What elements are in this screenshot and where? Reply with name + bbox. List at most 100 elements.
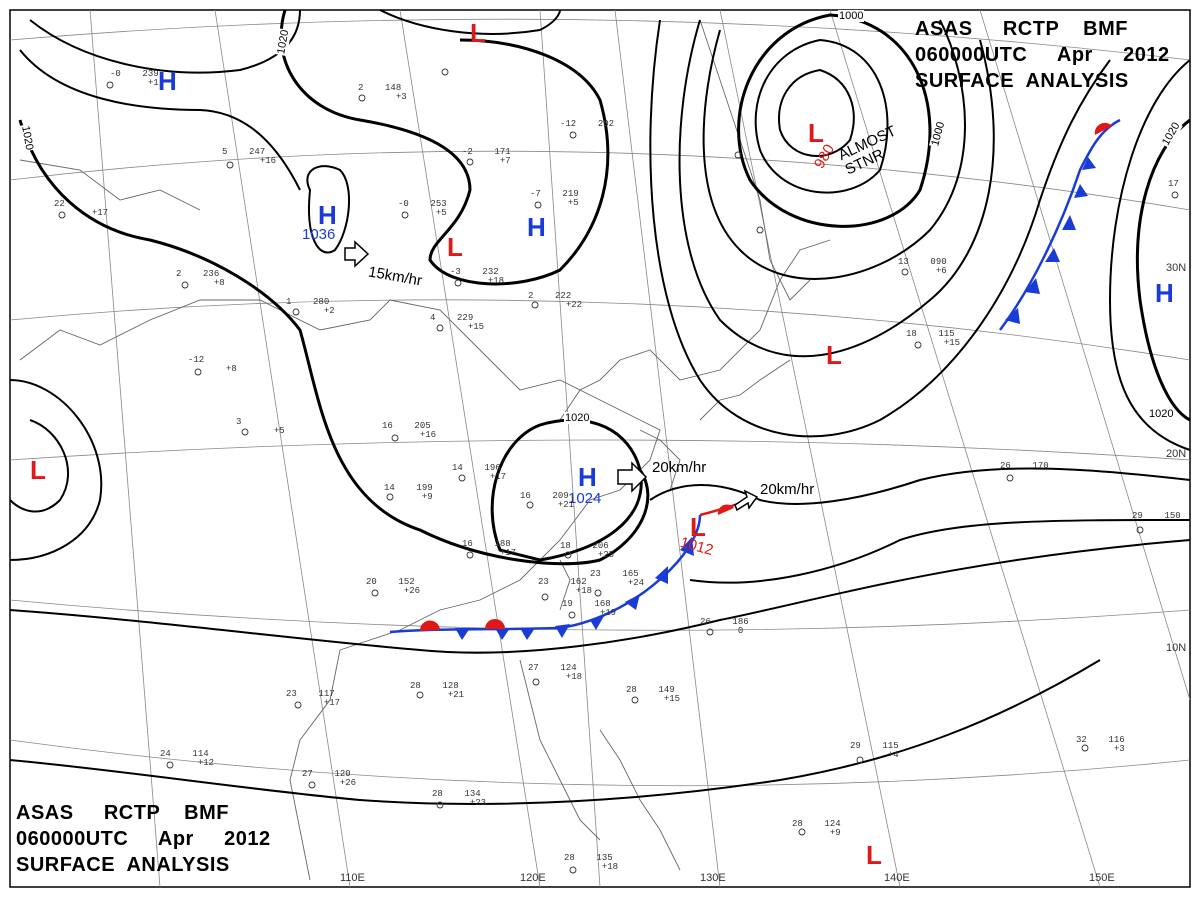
station-plot: -2 171 +7 bbox=[462, 148, 511, 166]
cold-front-triangles-ne bbox=[1005, 157, 1096, 324]
station-plot: 19 168 +19 bbox=[562, 600, 616, 618]
station-temperature: 28 bbox=[626, 685, 637, 695]
station-tendency: +4 bbox=[887, 750, 899, 760]
station-plot: 3 +5 bbox=[236, 418, 285, 436]
station-plot: 1 280 +2 bbox=[286, 298, 335, 316]
station-temperature: 2 bbox=[176, 269, 182, 279]
station-temperature: 26 bbox=[700, 617, 711, 627]
station-plot: 13 090 +6 bbox=[898, 258, 947, 276]
station-temperature: -0 bbox=[110, 69, 121, 79]
station-plot: 22 +17 bbox=[54, 200, 108, 218]
station-plot: -12 +8 bbox=[188, 356, 237, 374]
station-pressure: 222 bbox=[555, 291, 572, 301]
isobar bbox=[379, 9, 561, 35]
station-tendency: +15 bbox=[467, 322, 485, 332]
station-temperature: -12 bbox=[188, 355, 205, 365]
station-temperature: 23 bbox=[590, 569, 601, 579]
motion-speed-label: 20km/hr bbox=[652, 459, 707, 476]
station-pressure: 115 bbox=[938, 329, 955, 339]
station-tendency: +21 bbox=[557, 500, 575, 510]
isobar bbox=[19, 49, 301, 191]
isobar bbox=[678, 19, 995, 358]
station-tendency: +9 bbox=[421, 492, 433, 502]
latitude-label: 30N bbox=[1166, 262, 1187, 274]
station-temperature: 16 bbox=[520, 491, 531, 501]
station-plot: 5 247 +16 bbox=[222, 148, 276, 166]
station-tendency: +5 bbox=[273, 426, 285, 436]
station-tendency: +26 bbox=[403, 586, 421, 596]
station-pressure: 171 bbox=[494, 147, 511, 157]
station-pressure: 236 bbox=[203, 269, 220, 279]
station-pressure: 209 bbox=[552, 491, 569, 501]
station-plot: 4 229 +15 bbox=[430, 314, 484, 332]
station-pressure: 117 bbox=[318, 689, 335, 699]
longitude-label: 110E bbox=[340, 872, 365, 884]
isobar-label: 1000 bbox=[838, 10, 865, 22]
station-pressure: 229 bbox=[457, 313, 474, 323]
station-temperature: 24 bbox=[160, 749, 171, 759]
station-tendency: +18 bbox=[487, 276, 505, 286]
station-tendency: +25 bbox=[597, 550, 615, 560]
station-pressure: 120 bbox=[334, 769, 351, 779]
station-tendency: +17 bbox=[91, 208, 109, 218]
low-center-label: L bbox=[866, 840, 882, 870]
station-temperature: -2 bbox=[462, 147, 473, 157]
station-markers bbox=[58, 68, 1179, 874]
station-pressure: 186 bbox=[732, 617, 749, 627]
high-center-label: H bbox=[1155, 278, 1174, 308]
isobar bbox=[737, 13, 932, 228]
chart-title-bottom: ASAS RCTP BMF 060000UTC Apr 2012 SURFACE… bbox=[16, 800, 271, 878]
station-tendency: +16 bbox=[259, 156, 277, 166]
station-pressure: 247 bbox=[249, 147, 266, 157]
station-plot: 16 188 +17 bbox=[462, 540, 516, 558]
station-tendency: +15 bbox=[943, 338, 961, 348]
station-plot: -0 253 +5 bbox=[398, 200, 447, 218]
isobar bbox=[689, 519, 1191, 584]
station-temperature: 27 bbox=[302, 769, 313, 779]
low-center-label: L bbox=[690, 512, 706, 542]
station-tendency: +18 bbox=[565, 672, 583, 682]
station-pressure: 196 bbox=[484, 463, 501, 473]
station-pressure: 128 bbox=[442, 681, 459, 691]
isobar bbox=[490, 418, 643, 562]
station-temperature: 16 bbox=[382, 421, 393, 431]
station-tendency: +15 bbox=[663, 694, 681, 704]
station-temperature: 28 bbox=[410, 681, 421, 691]
station-tendency: +12 bbox=[197, 758, 215, 768]
station-pressure: 148 bbox=[385, 83, 402, 93]
station-plot: 17 270 bbox=[1168, 180, 1200, 198]
station-pressure: 219 bbox=[562, 189, 579, 199]
cold-front-triangles bbox=[455, 537, 694, 640]
title-line-2: 060000UTC Apr 2012 bbox=[16, 828, 271, 850]
station-plot: 28 124 +9 bbox=[792, 820, 841, 838]
isobar bbox=[778, 68, 855, 157]
isobar bbox=[702, 19, 966, 280]
station-temperature: 3 bbox=[236, 417, 242, 427]
latitude-lines bbox=[9, 18, 1191, 787]
station-pressure: 206 bbox=[592, 541, 609, 551]
station-pressure: 239 bbox=[142, 69, 159, 79]
station-temperature: 29 bbox=[850, 741, 861, 751]
station-temperature: 23 bbox=[286, 689, 297, 699]
high-center-label: H bbox=[527, 212, 546, 242]
station-temperature: -12 bbox=[560, 119, 577, 129]
station-plot: 16 205 +16 bbox=[382, 422, 436, 440]
isobar bbox=[649, 467, 1191, 505]
low-center-label: L bbox=[30, 455, 46, 485]
isobar bbox=[9, 539, 1191, 654]
station-tendency: +17 bbox=[499, 548, 517, 558]
title-line-3: SURFACE ANALYSIS bbox=[915, 70, 1129, 92]
station-tendency: +16 bbox=[419, 430, 437, 440]
station-temperature: 20 bbox=[366, 577, 377, 587]
station-plot: 18 115 +15 bbox=[906, 330, 960, 348]
station-temperature: 32 bbox=[1076, 735, 1087, 745]
station-tendency: +7 bbox=[499, 156, 511, 166]
station-tendency: +3 bbox=[395, 92, 407, 102]
chart-title-top: ASAS RCTP BMF 060000UTC Apr 2012 SURFACE… bbox=[915, 16, 1170, 94]
title-line-2: 060000UTC Apr 2012 bbox=[915, 44, 1170, 66]
station-plot: 16 209 +21 bbox=[520, 492, 574, 510]
station-temperature: 28 bbox=[564, 853, 575, 863]
station-tendency: +17 bbox=[489, 472, 507, 482]
station-temperature: 23 bbox=[538, 577, 549, 587]
station-plot: 14 199 +9 bbox=[384, 484, 433, 502]
